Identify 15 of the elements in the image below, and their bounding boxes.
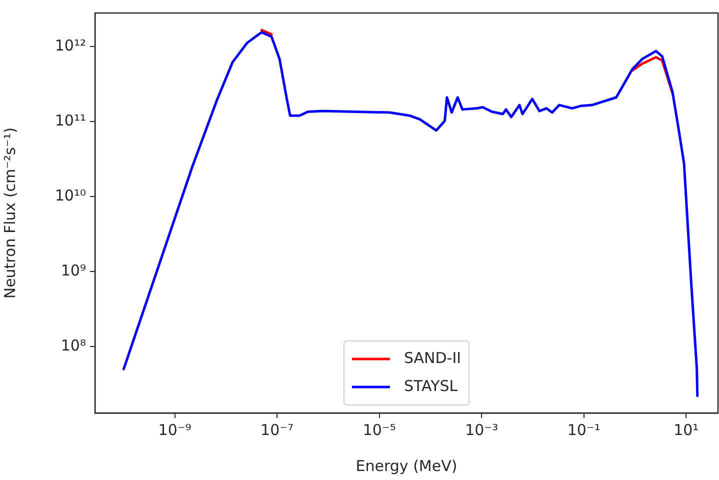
x-tick-label: 10⁻⁷	[260, 420, 294, 439]
x-tick-label: 10⁻¹	[567, 420, 600, 439]
x-axis-title: Energy (MeV)	[356, 456, 458, 475]
legend-label: SAND-II	[404, 348, 462, 367]
y-tick-label: 10⁸	[60, 336, 86, 354]
y-tick-label: 10¹¹	[54, 111, 86, 130]
y-tick-label: 10¹²	[54, 36, 86, 54]
y-tick-label: 10⁹	[60, 261, 86, 280]
x-tick-label: 10⁻⁵	[362, 420, 396, 439]
y-axis-title: Neutron Flux (cm⁻²s⁻¹)	[0, 127, 19, 299]
legend-label: STAYSL	[404, 376, 458, 395]
x-tick-label: 10¹	[674, 420, 699, 439]
y-tick-label: 10¹⁰	[54, 186, 86, 204]
x-tick-label: 10⁻⁹	[158, 420, 192, 439]
x-tick-label: 10⁻³	[465, 420, 498, 439]
